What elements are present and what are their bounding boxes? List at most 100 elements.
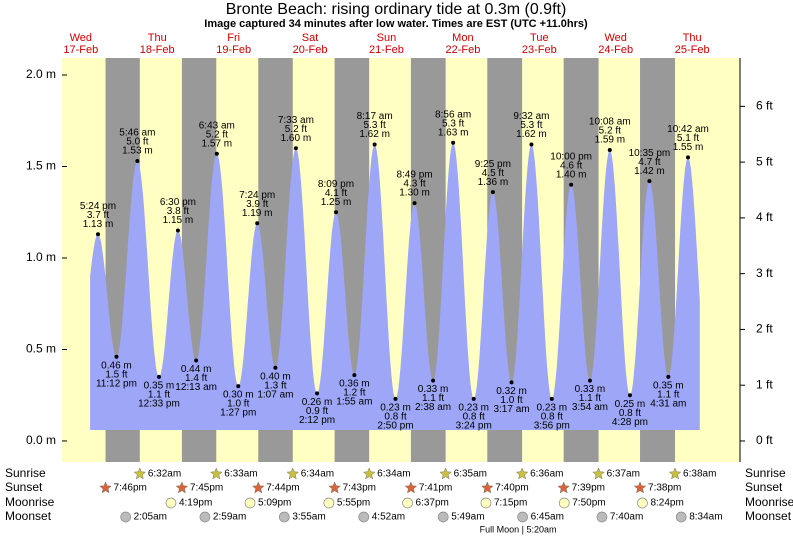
tide-label-m: 0.23 m [458, 403, 489, 414]
y2-tick-label: 0 ft [756, 433, 773, 447]
tide-label-ft: 5.3 ft [442, 118, 464, 129]
sunset-icon [175, 481, 189, 494]
day-weekday: Sun [377, 32, 397, 44]
moonset-icon [596, 511, 608, 523]
sunset-time: 7:39pm [572, 483, 605, 494]
tide-label-m: 0.23 m [380, 403, 411, 414]
tide-label-time: 7:33 am [278, 115, 314, 126]
tide-point [549, 396, 554, 401]
tide-label-ft: 3.8 ft [167, 206, 189, 217]
moonset-time: 6:45am [531, 512, 564, 523]
day-date: 20-Feb [293, 44, 328, 56]
tide-label-ft: 5.0 ft [126, 137, 148, 148]
y-tick-label: 1.5 m [26, 159, 56, 173]
tide-label-time: 3:56 pm [534, 421, 570, 432]
tide-point [236, 384, 241, 389]
moonset-icon [278, 511, 290, 523]
sunrise-icon [286, 467, 300, 480]
tide-label-m: 1.40 m [556, 169, 587, 180]
tide-label-time: 2:12 pm [299, 415, 335, 426]
sunset-time: 7:45pm [190, 483, 223, 494]
moonrise-time: 8:24pm [650, 498, 683, 509]
sunrise-time: 6:38am [683, 469, 716, 480]
tide-point [647, 179, 652, 184]
tide-label-ft: 1.3 ft [264, 380, 286, 391]
tide-label-ft: 4.7 ft [638, 157, 660, 168]
tide-label-time: 3:54 am [572, 402, 608, 413]
tide-point [490, 190, 495, 195]
tide-label-time: 6:43 am [199, 120, 235, 131]
tide-point [471, 396, 476, 401]
day-date: 25-Feb [675, 44, 710, 56]
tide-label-m: 1.36 m [478, 177, 509, 188]
tide-area [90, 142, 700, 430]
moonrise-time: 5:09pm [258, 498, 291, 509]
row-label: Moonset [5, 509, 52, 523]
sunset-icon [480, 481, 494, 494]
day-weekday: Wed [605, 32, 627, 44]
tide-label-ft: 0.8 ft [541, 412, 563, 423]
moonset-time: 4:52am [372, 512, 405, 523]
tide-point [334, 210, 339, 215]
day-date: 23-Feb [522, 44, 557, 56]
tide-point [627, 393, 632, 398]
moonrise-time: 7:15pm [494, 498, 527, 509]
moonset-time: 2:59am [213, 512, 246, 523]
tide-label-ft: 5.2 ft [285, 124, 307, 135]
sunrise-time: 6:36am [530, 469, 563, 480]
tide-point [569, 182, 574, 187]
sunrise-icon [515, 467, 529, 480]
tide-label-ft: 4.5 ft [482, 168, 504, 179]
moonrise-icon [637, 497, 648, 509]
tide-label-m: 0.23 m [537, 403, 568, 414]
tide-label-ft: 5.1 ft [677, 133, 699, 144]
moonset-time: 2:05am [134, 512, 167, 523]
tide-point [393, 396, 398, 401]
tide-label-m: 0.33 m [575, 384, 606, 395]
tide-label-time: 4:31 am [650, 399, 686, 410]
tide-label-ft: 3.9 ft [246, 199, 268, 210]
tide-label-m: 1.13 m [83, 219, 114, 230]
day-weekday: Sat [302, 32, 319, 44]
y2-tick-label: 6 ft [756, 99, 773, 113]
tide-label-m: 0.33 m [418, 384, 449, 395]
row-label: Sunset [5, 480, 43, 494]
moonrise-time: 5:55pm [337, 498, 370, 509]
y-tick-label: 0.5 m [26, 342, 56, 356]
tide-label-time: 10:35 pm [629, 148, 671, 159]
row-label: Sunrise [745, 466, 786, 480]
row-label: Sunset [745, 480, 783, 494]
tide-label-time: 7:24 pm [239, 190, 275, 201]
tide-point [135, 159, 140, 164]
tide-label-time: 2:38 am [415, 402, 451, 413]
tide-label-m: 1.60 m [281, 133, 312, 144]
tide-label-ft: 1.1 ft [579, 393, 601, 404]
tide-label-m: 0.25 m [615, 399, 646, 410]
sunrise-icon [209, 467, 223, 480]
y-tick-label: 0.0 m [26, 433, 56, 447]
tide-label-m: 1.62 m [359, 129, 390, 140]
tide-label-m: 1.55 m [673, 142, 704, 153]
sunrise-time: 6:35am [454, 469, 487, 480]
day-weekday: Thu [683, 32, 702, 44]
y-tick-label: 1.0 m [26, 250, 56, 264]
tide-point [509, 380, 514, 385]
tide-label-time: 12:33 pm [138, 399, 180, 410]
tide-label-m: 0.32 m [496, 386, 527, 397]
tide-label-time: 6:30 pm [160, 197, 196, 208]
tide-label-m: 0.46 m [101, 360, 132, 371]
day-date: 19-Feb [216, 44, 251, 56]
tide-label-time: 4:28 pm [612, 417, 648, 428]
tide-point [194, 358, 199, 363]
tide-point [352, 373, 357, 378]
tide-label-ft: 0.8 ft [619, 408, 641, 419]
tide-point [293, 146, 298, 151]
row-label: Sunrise [5, 466, 46, 480]
tide-label-ft: 5.3 ft [520, 120, 542, 131]
moonrise-icon [323, 497, 335, 509]
tide-point [96, 232, 101, 237]
tide-point [372, 142, 377, 147]
tide-label-time: 12:13 am [175, 382, 217, 393]
tide-label-m: 0.44 m [181, 364, 212, 375]
